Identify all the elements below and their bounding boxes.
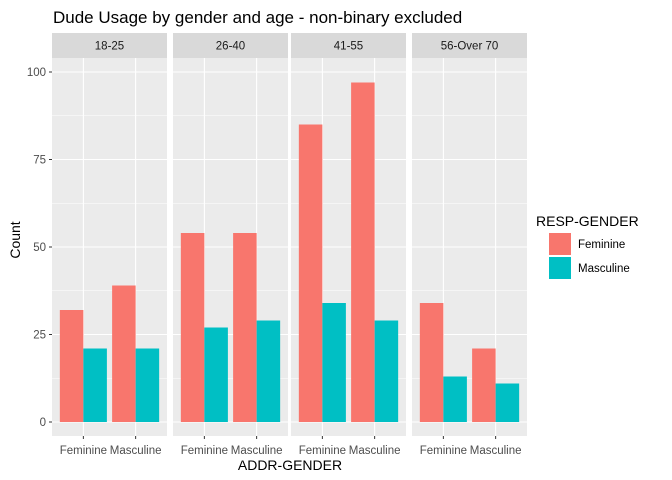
- facet-strip: [173, 33, 288, 58]
- bar-masculine-feminine: [322, 303, 346, 422]
- x-tick-label: Masculine: [231, 445, 283, 457]
- facet-strip: [52, 33, 167, 58]
- y-axis: 0 25 50 75 100: [27, 67, 52, 429]
- chart-title: Dude Usage by gender and age - non-binar…: [53, 8, 462, 27]
- x-tick-label: Feminine: [420, 445, 467, 457]
- x-tick-label: Feminine: [60, 445, 107, 457]
- y-tick-label: 50: [33, 242, 46, 254]
- bar-masculine-masculine: [374, 320, 399, 422]
- bar-feminine-feminine: [59, 310, 84, 422]
- y-tick-label: 75: [33, 155, 46, 167]
- bar-feminine-feminine: [180, 233, 205, 422]
- facet-strip: [291, 33, 406, 58]
- legend: RESP-GENDER Feminine Masculine: [536, 213, 639, 279]
- x-tick-label: Feminine: [299, 445, 346, 457]
- y-tick-label: 100: [27, 67, 46, 79]
- facet-panel: 26-40 Feminine Masculine: [173, 33, 288, 457]
- bar-feminine-feminine: [298, 124, 323, 422]
- facet-strip-label: 41-55: [334, 41, 363, 53]
- facet-strip: [412, 33, 527, 58]
- x-tick-label: Feminine: [181, 445, 228, 457]
- y-tick-label: 0: [40, 417, 46, 429]
- bar-masculine-masculine: [256, 320, 281, 422]
- legend-label-feminine: Feminine: [578, 239, 625, 251]
- bar-feminine-feminine: [419, 303, 444, 422]
- legend-key-masculine: [549, 257, 571, 279]
- facet-panel: 18-25 Feminine Masculine: [52, 33, 167, 457]
- bar-feminine-masculine: [472, 348, 496, 422]
- bar-feminine-masculine: [351, 82, 375, 422]
- facet-strip-label: 18-25: [95, 41, 124, 53]
- x-axis-title: ADDR-GENDER: [238, 457, 342, 473]
- x-tick-label: Masculine: [349, 445, 401, 457]
- y-tick-label: 25: [33, 330, 46, 342]
- x-tick-label: Masculine: [110, 445, 162, 457]
- bar-feminine-masculine: [233, 233, 257, 422]
- bar-masculine-feminine: [204, 327, 228, 422]
- bar-feminine-masculine: [112, 285, 136, 422]
- facet-panel: 41-55 Feminine Masculine: [291, 33, 406, 457]
- x-tick-label: Masculine: [470, 445, 522, 457]
- legend-title: RESP-GENDER: [536, 213, 639, 229]
- legend-key-feminine: [549, 233, 571, 255]
- facet-panel: 56-Over 70 Feminine Masculine: [412, 33, 527, 457]
- legend-label-masculine: Masculine: [578, 263, 630, 275]
- facet-strip-label: 26-40: [216, 41, 245, 53]
- bar-masculine-feminine: [443, 376, 467, 422]
- facet-strip-label: 56-Over 70: [441, 41, 499, 53]
- bar-masculine-masculine: [135, 348, 160, 422]
- bar-masculine-masculine: [495, 383, 520, 422]
- bar-masculine-feminine: [83, 348, 107, 422]
- y-axis-title: Count: [7, 221, 23, 258]
